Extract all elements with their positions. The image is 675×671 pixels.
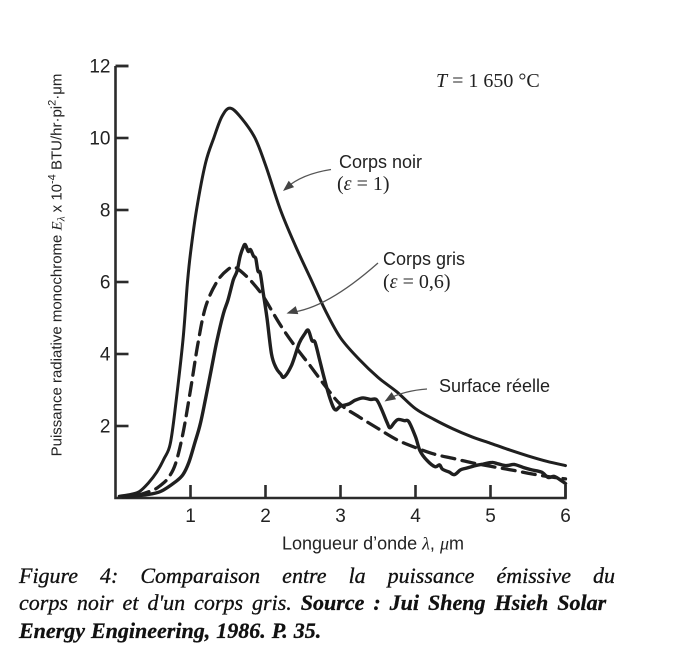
- svg-text:4: 4: [100, 345, 111, 366]
- svg-text:Surface réelle: Surface réelle: [439, 376, 550, 396]
- svg-text:6: 6: [100, 273, 111, 294]
- svg-text:5: 5: [485, 506, 496, 527]
- svg-text:1: 1: [185, 506, 196, 527]
- svg-text:Corps gris: Corps gris: [383, 249, 465, 269]
- svg-text:T = 1 650 °C: T = 1 650 °C: [436, 70, 540, 92]
- svg-text:Longueur d’onde λ, μm: Longueur d’onde λ, μm: [282, 534, 464, 554]
- svg-text:12: 12: [89, 57, 110, 78]
- svg-text:Puissance radiative monochrome: Puissance radiative monochrome Eλ x 10-4…: [47, 74, 68, 457]
- svg-text:4: 4: [410, 506, 421, 527]
- svg-text:6: 6: [560, 506, 571, 527]
- svg-text:(ε = 1): (ε = 1): [337, 173, 390, 195]
- svg-text:2: 2: [260, 506, 271, 527]
- svg-text:(ε = 0,6): (ε = 0,6): [383, 271, 451, 293]
- svg-text:2: 2: [100, 417, 111, 438]
- svg-text:10: 10: [89, 129, 110, 150]
- svg-text:Corps noir: Corps noir: [339, 152, 422, 172]
- svg-text:3: 3: [335, 506, 346, 527]
- svg-text:8: 8: [100, 201, 111, 222]
